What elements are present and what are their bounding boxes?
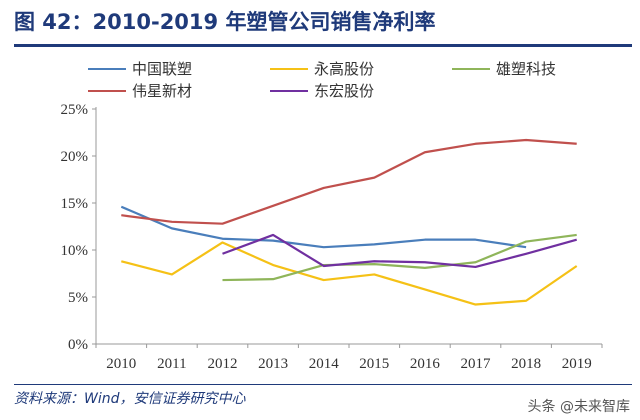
legend-swatch xyxy=(88,89,126,92)
source-note: 资料来源：Wind，安信证券研究中心 xyxy=(14,391,246,407)
series-line-5 xyxy=(222,233,577,269)
y-tick-label: 5% xyxy=(68,290,88,306)
legend-swatch xyxy=(452,67,490,70)
series-line-2 xyxy=(121,241,578,306)
legend-label: 伟星新材 xyxy=(132,82,193,100)
x-tick-label: 2018 xyxy=(511,356,541,372)
chart-title: 图 42：2010-2019 年塑管公司销售净利率 xyxy=(14,10,436,34)
x-tick-label: 2010 xyxy=(106,356,136,372)
series-line-3 xyxy=(222,233,577,282)
legend-label: 雄塑科技 xyxy=(496,60,557,78)
y-tick-label: 25% xyxy=(61,102,89,118)
series-line-1 xyxy=(120,205,527,249)
legend-item: 东宏股份 xyxy=(270,80,374,101)
x-tick-label: 2014 xyxy=(309,356,340,372)
series-line-4 xyxy=(121,138,577,225)
legend-label: 中国联塑 xyxy=(132,60,193,78)
legend-item: 伟星新材 xyxy=(88,80,192,101)
y-tick-label: 15% xyxy=(61,196,89,212)
y-tick-label: 10% xyxy=(61,243,89,259)
legend-item: 雄塑科技 xyxy=(452,58,556,79)
legend-label: 永高股份 xyxy=(314,60,375,78)
source-divider xyxy=(14,384,632,385)
legend-item: 中国联塑 xyxy=(88,58,192,79)
x-tick-label: 2012 xyxy=(208,356,238,372)
x-tick-label: 2013 xyxy=(258,356,288,372)
x-tick-label: 2019 xyxy=(562,356,592,372)
legend-item: 永高股份 xyxy=(270,58,374,79)
watermark: 头条 @未来智库 xyxy=(527,399,630,415)
legend-swatch xyxy=(270,67,308,70)
title-divider xyxy=(14,44,632,47)
x-tick-label: 2011 xyxy=(157,356,186,372)
legend-swatch xyxy=(88,67,126,70)
x-tick-label: 2016 xyxy=(410,356,441,372)
legend-swatch xyxy=(270,89,308,92)
y-tick-label: 20% xyxy=(61,149,89,165)
x-tick-label: 2015 xyxy=(359,356,389,372)
legend-label: 东宏股份 xyxy=(314,82,375,100)
x-tick-label: 2017 xyxy=(461,356,492,372)
y-tick-label: 0% xyxy=(68,337,88,353)
